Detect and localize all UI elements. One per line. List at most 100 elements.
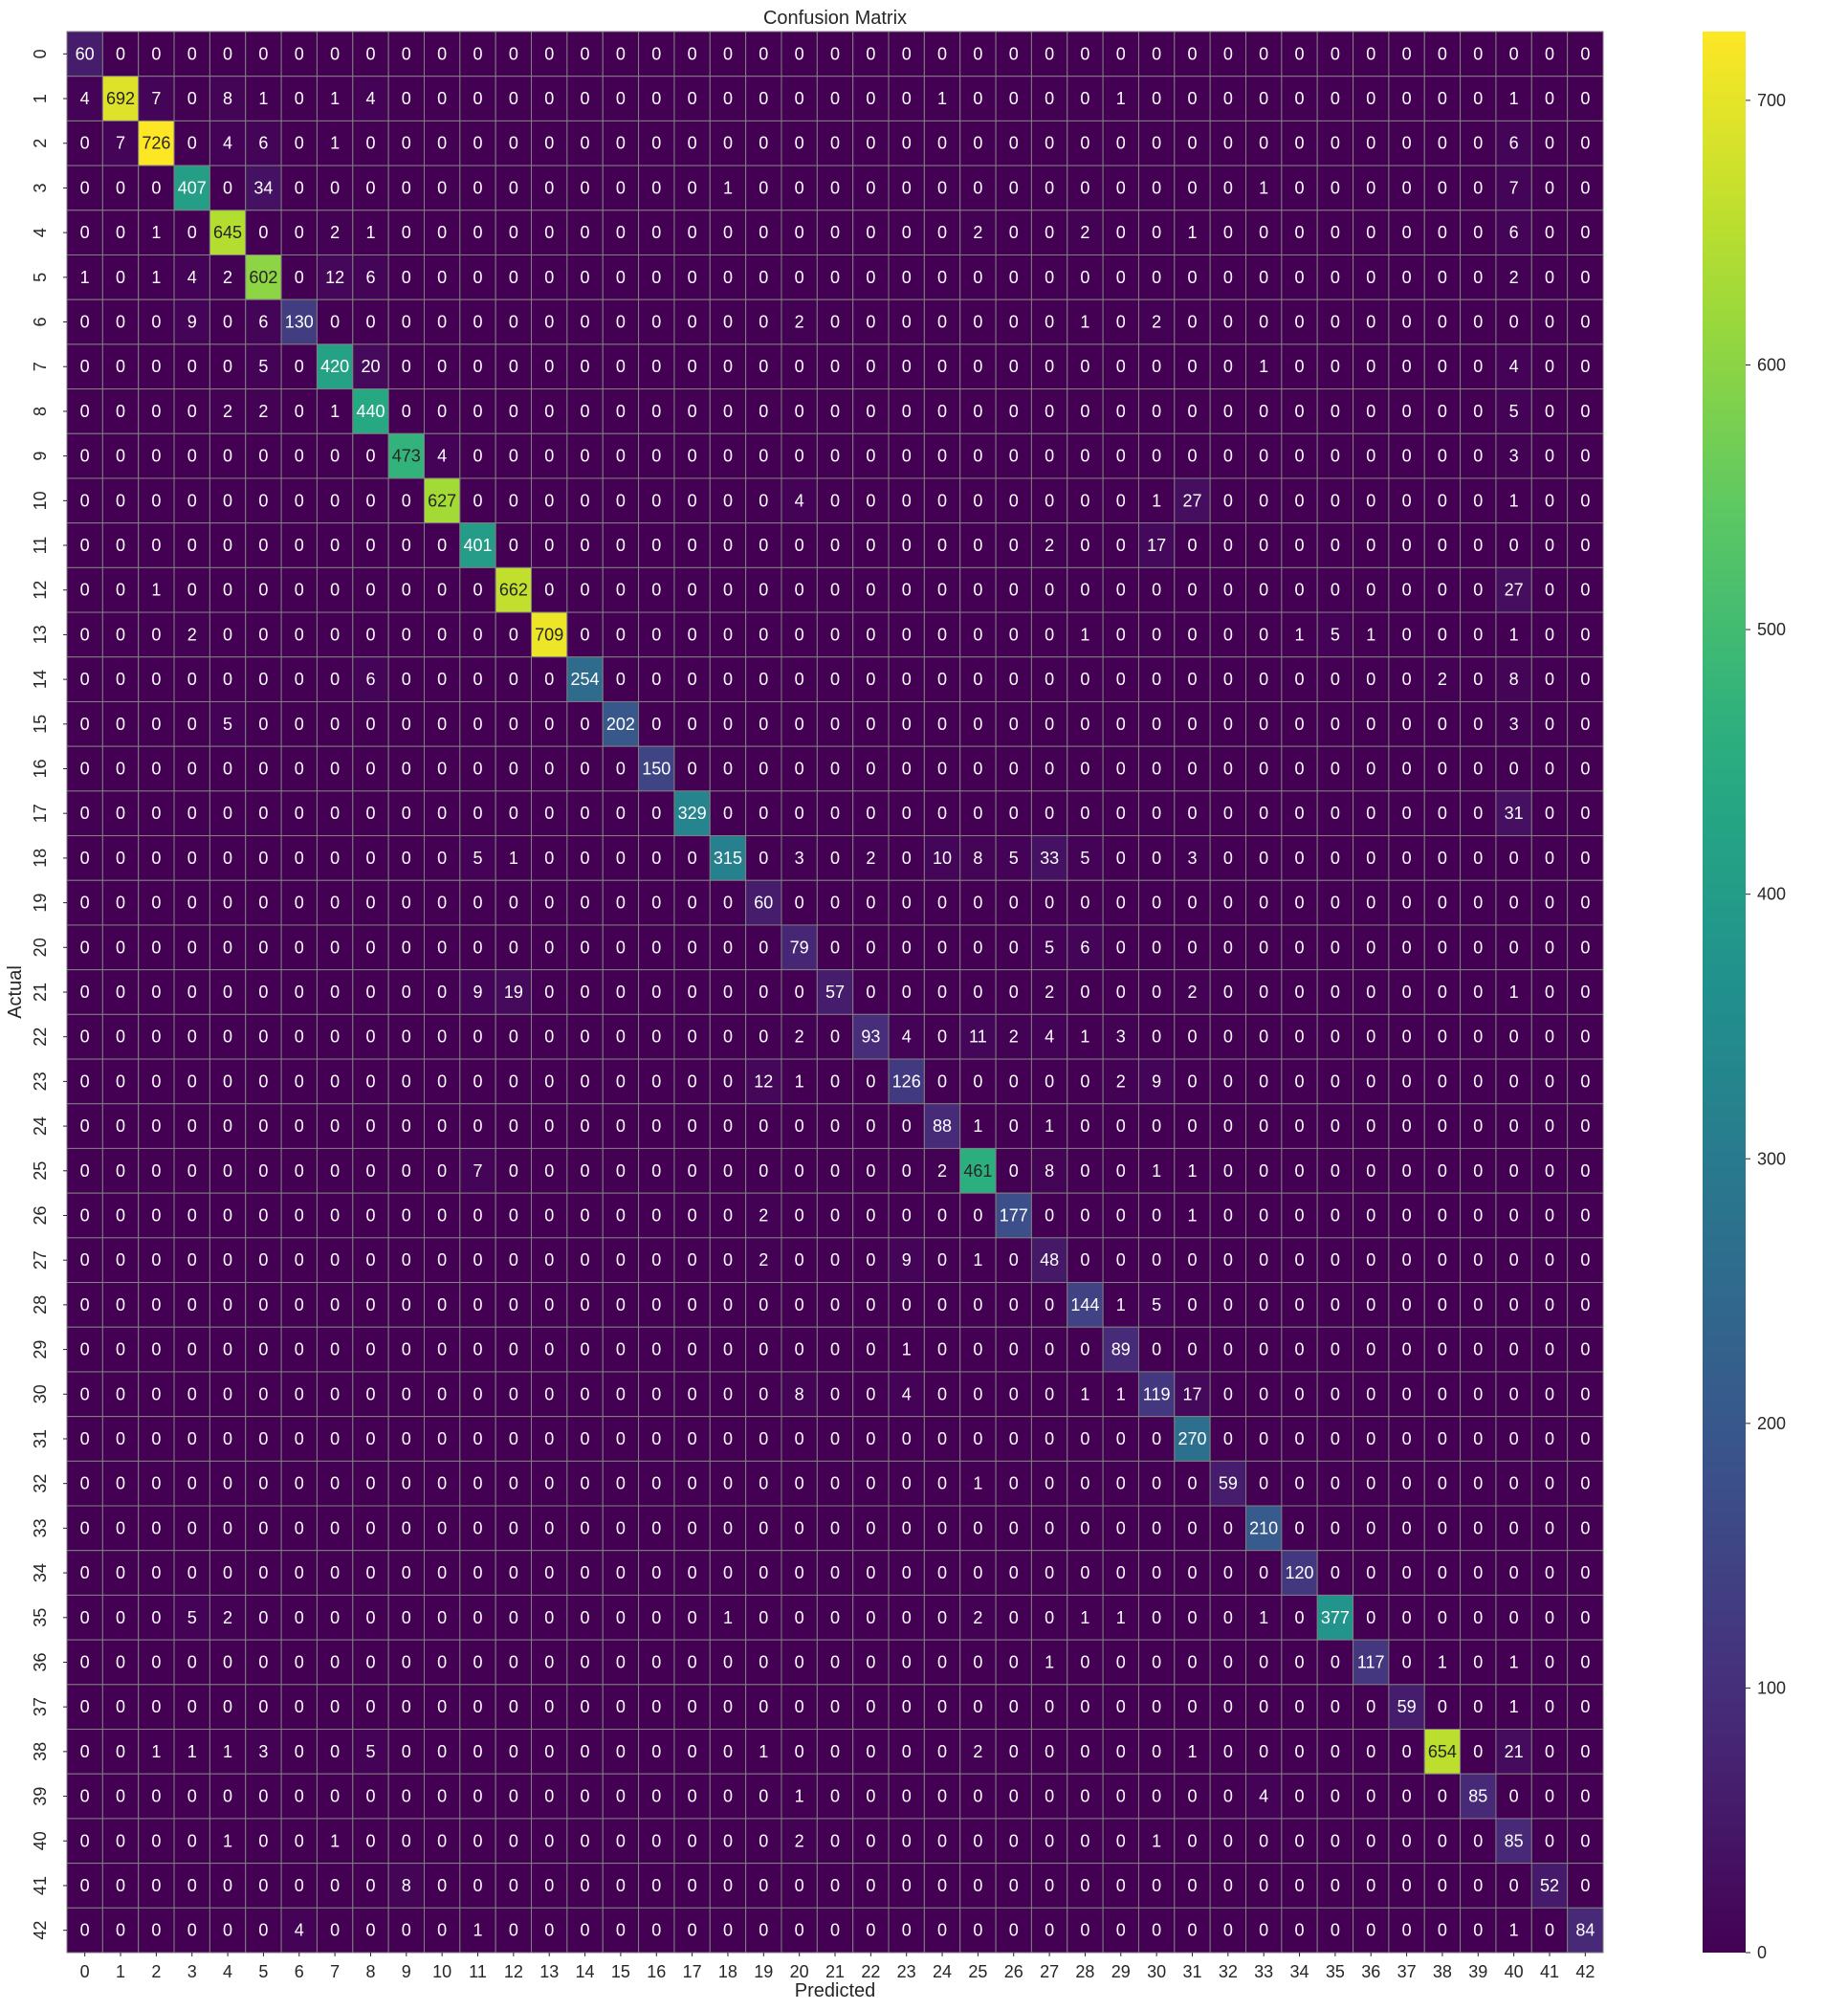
cell-value-label: 0 bbox=[795, 1116, 804, 1136]
heatmap-cell bbox=[1174, 790, 1211, 837]
cell-value-label: 0 bbox=[795, 625, 804, 644]
cell-value-label: 0 bbox=[1402, 1250, 1412, 1270]
heatmap-cell bbox=[566, 566, 604, 613]
heatmap-cell bbox=[1388, 477, 1425, 524]
heatmap-cell bbox=[173, 700, 210, 747]
cell-value-label: 0 bbox=[223, 1652, 232, 1671]
cell-value-label: 0 bbox=[509, 1295, 518, 1314]
cell-value-label: 0 bbox=[1366, 1474, 1375, 1493]
cell-value-label: 0 bbox=[830, 625, 840, 644]
cell-value-label: 0 bbox=[1116, 134, 1126, 153]
cell-value-label: 0 bbox=[902, 268, 912, 287]
cell-value-label: 2 bbox=[1152, 313, 1161, 332]
cell-value-label: 0 bbox=[1366, 268, 1375, 287]
cell-value-label: 0 bbox=[80, 491, 90, 510]
cell-value-label: 0 bbox=[688, 625, 697, 644]
cell-value-label: 0 bbox=[473, 313, 483, 332]
cell-value-label: 0 bbox=[830, 268, 840, 287]
cell-value-label: 0 bbox=[1223, 1027, 1233, 1047]
cell-value-label: 0 bbox=[509, 715, 518, 734]
cell-value-label: 0 bbox=[1187, 357, 1197, 376]
cell-value-label: 0 bbox=[1259, 625, 1268, 644]
cell-value-label: 0 bbox=[295, 357, 304, 376]
cell-value-label: 0 bbox=[437, 1921, 447, 1940]
cell-value-label: 0 bbox=[795, 1697, 804, 1716]
heatmap-cell bbox=[138, 1103, 175, 1149]
x-tick-label: 6 bbox=[295, 1962, 304, 1981]
cell-value-label: 0 bbox=[437, 402, 447, 421]
cell-value-label: 0 bbox=[1152, 402, 1161, 421]
cell-value-label: 0 bbox=[795, 1474, 804, 1493]
cell-value-label: 0 bbox=[616, 625, 626, 644]
cell-value-label: 0 bbox=[473, 1876, 483, 1895]
heatmap-cell bbox=[1388, 388, 1425, 434]
cell-value-label: 0 bbox=[223, 1250, 232, 1270]
cell-value-label: 0 bbox=[509, 894, 518, 913]
cell-value-label: 0 bbox=[116, 1518, 125, 1537]
cell-value-label: 0 bbox=[759, 44, 768, 63]
cell-value-label: 0 bbox=[330, 1205, 340, 1225]
cell-value-label: 0 bbox=[151, 1116, 161, 1136]
heatmap-cell bbox=[352, 477, 389, 524]
cell-value-label: 0 bbox=[295, 223, 304, 242]
cell-value-label: 0 bbox=[1545, 1116, 1554, 1136]
cell-value-label: 1 bbox=[1116, 1608, 1126, 1627]
heatmap-cell bbox=[66, 656, 103, 702]
heatmap-cell bbox=[959, 76, 997, 121]
cell-value-label: 0 bbox=[723, 313, 733, 332]
cell-value-label: 0 bbox=[473, 1116, 483, 1136]
cell-value-label: 0 bbox=[902, 223, 912, 242]
cell-value-label: 0 bbox=[973, 1071, 982, 1091]
cell-value-label: 0 bbox=[365, 1921, 375, 1940]
cell-value-label: 2 bbox=[937, 1161, 947, 1181]
heatmap-cell bbox=[101, 1058, 140, 1105]
cell-value-label: 0 bbox=[1473, 1652, 1483, 1671]
heatmap-cell bbox=[1353, 31, 1390, 77]
cell-value-label: 0 bbox=[1473, 670, 1483, 689]
cell-value-label: 0 bbox=[187, 1697, 197, 1716]
heatmap-cell bbox=[602, 388, 640, 434]
cell-value-label: 0 bbox=[1402, 1340, 1412, 1359]
heatmap-cell bbox=[1423, 924, 1462, 971]
cell-value-label: 0 bbox=[1438, 581, 1447, 600]
x-tick-label: 10 bbox=[432, 1962, 451, 1981]
cell-value-label: 0 bbox=[1473, 134, 1483, 153]
heatmap-cell bbox=[673, 566, 711, 613]
cell-value-label: 0 bbox=[1223, 804, 1233, 823]
cell-value-label: 0 bbox=[116, 447, 125, 466]
heatmap-cell bbox=[1209, 343, 1247, 390]
cell-value-label: 0 bbox=[1295, 804, 1305, 823]
cell-value-label: 2 bbox=[759, 1250, 768, 1270]
cell-value-label: 0 bbox=[1331, 89, 1340, 108]
cell-value-label: 0 bbox=[1080, 536, 1089, 555]
heatmap-cell bbox=[1137, 432, 1176, 479]
cell-value-label: 59 bbox=[1397, 1697, 1417, 1716]
cell-value-label: 0 bbox=[1545, 715, 1554, 734]
cell-value-label: 0 bbox=[1223, 134, 1233, 153]
cell-value-label: 0 bbox=[1402, 1429, 1412, 1448]
cell-value-label: 0 bbox=[937, 1563, 947, 1582]
heatmap-cell bbox=[1137, 611, 1176, 658]
cell-value-label: 692 bbox=[106, 89, 135, 108]
heatmap-cell bbox=[1209, 969, 1247, 1015]
cell-value-label: 0 bbox=[1580, 447, 1590, 466]
cell-value-label: 0 bbox=[1438, 1518, 1447, 1537]
cell-value-label: 0 bbox=[473, 1742, 483, 1761]
cell-value-label: 0 bbox=[80, 1876, 90, 1895]
heatmap-cell bbox=[781, 120, 818, 166]
heatmap-cell bbox=[602, 566, 640, 613]
heatmap-cell bbox=[280, 1103, 318, 1149]
cell-value-label: 0 bbox=[473, 804, 483, 823]
cell-value-label: 0 bbox=[723, 1295, 733, 1314]
cell-value-label: 0 bbox=[830, 1250, 840, 1270]
cell-value-label: 0 bbox=[1580, 1429, 1590, 1448]
cell-value-label: 0 bbox=[1545, 1608, 1554, 1627]
cell-value-label: 0 bbox=[759, 1027, 768, 1047]
cell-value-label: 0 bbox=[544, 1697, 554, 1716]
cell-value-label: 0 bbox=[723, 1563, 733, 1582]
cell-value-label: 0 bbox=[80, 1116, 90, 1136]
heatmap-cell bbox=[1423, 566, 1462, 613]
cell-value-label: 0 bbox=[651, 1429, 661, 1448]
cell-value-label: 0 bbox=[116, 1250, 125, 1270]
cell-value-label: 0 bbox=[1295, 581, 1305, 600]
